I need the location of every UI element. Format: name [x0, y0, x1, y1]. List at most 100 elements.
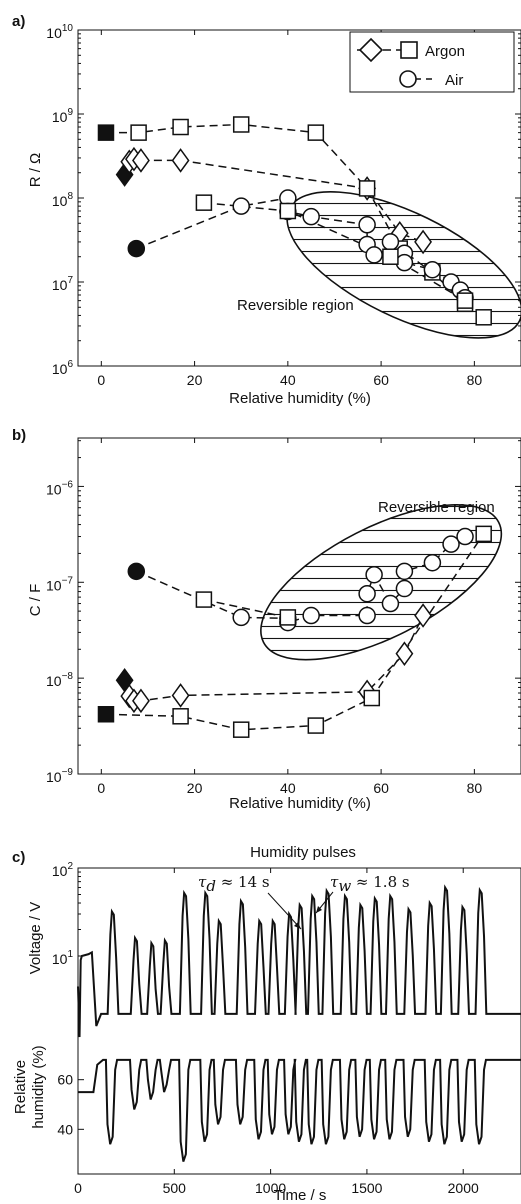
legend-air-label: Air [445, 72, 463, 89]
panel-a-label: a) [12, 13, 25, 30]
y-tick-label: 10−6 [46, 479, 73, 497]
tau-d-arrowhead [294, 922, 301, 929]
argon-square-start-point [97, 124, 115, 141]
air-square-point [279, 609, 297, 626]
air-square-point [382, 248, 399, 265]
humidity-ylabel-line2: humidity (%) [30, 1045, 47, 1128]
argon-diamond-point [132, 688, 150, 714]
panel-c: c) Humidity pulses 0 500 1000 1500 2000 102 10… [12, 844, 521, 1204]
air-circle-point [423, 553, 442, 572]
voltage-trace [77, 884, 521, 1038]
tau-d-arrow [267, 892, 302, 930]
air-circle-point [302, 606, 320, 625]
argon-diamond-point [414, 229, 433, 255]
air-circle-point [358, 584, 376, 603]
tau-w-arrowhead [316, 906, 322, 913]
argon-diamond-point [395, 641, 414, 666]
panel-b: b) 0 20 40 60 80 10−6 10−7 10−8 10−9 Reversible … [12, 427, 521, 812]
y-tick-label: 10−9 [46, 767, 73, 785]
humidity-tick-label: 60 [57, 1072, 73, 1088]
air-square-point [279, 202, 297, 220]
air-square-point [195, 591, 213, 608]
panel-c-xlabel: Time / s [274, 1187, 327, 1204]
air-circle-point [395, 253, 414, 272]
argon-diamond-point [132, 148, 150, 173]
x-tick-label: 0 [97, 780, 105, 796]
y-tick-label: 10−7 [46, 575, 73, 593]
air-square-point [456, 292, 474, 309]
air-square-point [195, 194, 213, 211]
x-tick-label: 0 [74, 1180, 82, 1196]
y-tick-label: 106 [52, 359, 74, 377]
air-circle-point [381, 594, 400, 613]
y-tick-label: 109 [52, 107, 74, 125]
air-circle-point [381, 233, 400, 251]
air-circle-start-point [127, 239, 146, 258]
panel-a-series [97, 116, 492, 326]
panel-c-ticks: 0 500 1000 1500 2000 102 101 40 60 [52, 861, 479, 1196]
panel-b-ylabel: C / F [27, 584, 44, 617]
panel-b-label: b) [12, 427, 26, 444]
x-tick-label: 40 [280, 780, 296, 796]
argon-diamond-point [171, 683, 190, 708]
panel-a: a) 0 20 40 60 80 1010 109 108 107 106 Reversible … [12, 13, 521, 407]
panel-c-title: Humidity pulses [250, 844, 356, 861]
argon-square-point [232, 116, 250, 133]
argon-square-point [307, 717, 325, 734]
air-circle-point [423, 260, 442, 279]
panel-a-ticks: 0 20 40 60 80 1010 109 108 107 106 [46, 23, 521, 388]
y-tick-label: 10−8 [46, 671, 73, 689]
tau-w-annotation: τw ≈ 1.8 s [330, 873, 410, 895]
x-tick-label: 20 [187, 372, 203, 388]
legend-argon-label: Argon [425, 43, 465, 60]
panel-a-xlabel: Relative humidity (%) [229, 390, 371, 407]
argon-square-point [363, 689, 381, 707]
argon-square-start-point [97, 706, 115, 723]
x-tick-label: 1000 [255, 1180, 286, 1196]
voltage-ylabel: Voltage / V [27, 902, 44, 975]
tau-d-annotation: τd ≈ 14 s [198, 873, 270, 895]
x-tick-label: 40 [280, 372, 296, 388]
air-circle-point [456, 527, 474, 546]
x-tick-label: 2000 [448, 1180, 479, 1196]
argon-square-point [358, 180, 376, 197]
air-circle-point [365, 246, 383, 264]
x-tick-label: 500 [163, 1180, 187, 1196]
voltage-tick-label: 101 [52, 949, 74, 967]
argon-square-point [232, 721, 250, 738]
x-tick-label: 80 [467, 372, 483, 388]
legend-diamond-marker [358, 37, 384, 63]
panel-c-label: c) [12, 849, 25, 866]
x-tick-label: 60 [373, 372, 389, 388]
panel-a-ylabel: R / Ω [27, 153, 44, 188]
humidity-trace [78, 1058, 521, 1162]
argon-square-point [130, 124, 147, 141]
panel-b-series [97, 525, 492, 738]
air-circle-point [358, 606, 376, 625]
reversible-region-ellipse [260, 504, 503, 661]
air-circle-point [395, 579, 414, 598]
panel-a-annotation: Reversible region [237, 297, 354, 314]
y-tick-label: 107 [52, 275, 74, 293]
argon-diamond-point [414, 603, 433, 628]
air-square-line [203, 598, 288, 619]
argon-square-point [307, 124, 325, 141]
voltage-tick-label: 102 [52, 861, 74, 879]
x-tick-label: 80 [467, 780, 483, 796]
air-circle-point [232, 608, 250, 627]
panel-b-region [260, 504, 503, 661]
air-circle-point [365, 565, 383, 584]
x-tick-label: 60 [373, 780, 389, 796]
argon-square-point [475, 309, 492, 326]
legend-square-marker [400, 41, 418, 59]
panel-c-axes [77, 867, 521, 1175]
x-tick-label: 0 [97, 372, 105, 388]
air-circle-point [358, 216, 376, 234]
air-circle-point [442, 535, 460, 553]
panel-b-axes [77, 437, 521, 775]
argon-square-line [105, 533, 485, 731]
legend-circle-marker [399, 70, 417, 88]
panel-c-lines [77, 884, 521, 1162]
panel-b-xlabel: Relative humidity (%) [229, 795, 371, 812]
